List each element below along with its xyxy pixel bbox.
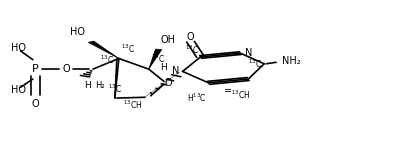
Text: O: O xyxy=(31,99,39,109)
Text: $^{13}$C: $^{13}$C xyxy=(100,54,114,66)
Text: HO: HO xyxy=(11,85,26,95)
Text: H$^{13}$C: H$^{13}$C xyxy=(187,92,207,104)
Text: $^{13}$CH: $^{13}$CH xyxy=(231,88,250,101)
Text: HO: HO xyxy=(11,43,26,53)
Text: $^{13}$C: $^{13}$C xyxy=(184,43,198,56)
Text: =: = xyxy=(224,86,233,96)
Text: H: H xyxy=(160,63,167,72)
Text: $^{13}$C: $^{13}$C xyxy=(108,83,122,95)
Text: $^{13}$C: $^{13}$C xyxy=(151,53,165,65)
Text: O: O xyxy=(187,32,194,42)
Text: P: P xyxy=(32,64,38,74)
Text: H₂: H₂ xyxy=(95,81,105,90)
Text: $^{13}$CH: $^{13}$CH xyxy=(124,99,143,111)
Text: N: N xyxy=(245,48,253,58)
Polygon shape xyxy=(88,41,119,58)
Text: H: H xyxy=(84,81,90,90)
Text: N: N xyxy=(172,66,179,76)
Text: $^{13}$C: $^{13}$C xyxy=(121,42,135,55)
Text: O: O xyxy=(62,64,70,74)
Text: NH₂: NH₂ xyxy=(282,56,301,66)
Text: $^{13}$C: $^{13}$C xyxy=(248,58,262,70)
Polygon shape xyxy=(149,49,162,69)
Text: HO: HO xyxy=(70,27,85,37)
Text: O: O xyxy=(165,78,172,88)
Text: OH: OH xyxy=(161,35,176,45)
